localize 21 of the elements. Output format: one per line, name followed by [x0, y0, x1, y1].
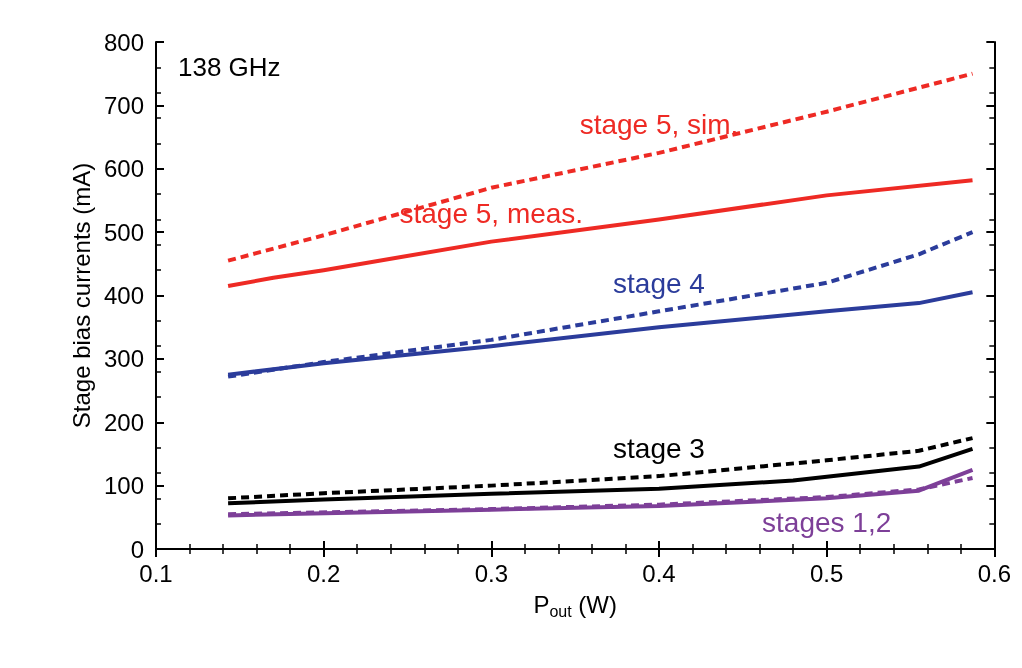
- series-label: stage 5, meas.: [399, 198, 584, 230]
- series-label: stage 4: [613, 267, 705, 299]
- x-tick-label: 0.6: [977, 559, 1012, 587]
- series-label: stages 1,2: [762, 506, 892, 538]
- y-tick-label: 300: [103, 345, 144, 373]
- y-tick-label: 200: [103, 408, 144, 436]
- x-tick-label: 0.4: [642, 559, 676, 587]
- y-axis-title: Stage bias currents (mA): [67, 162, 95, 429]
- x-tick-label: 0.3: [474, 559, 509, 587]
- line-series: [226, 436, 975, 501]
- y-tick-label: 800: [103, 28, 144, 56]
- y-tick-label: 100: [103, 472, 144, 500]
- y-tick-label: 600: [103, 155, 144, 183]
- series-label: stage 5, sim.: [579, 109, 739, 141]
- x-tick-label: 0.2: [306, 559, 341, 587]
- series-label: stage 3: [613, 432, 705, 464]
- x-tick-label: 0.5: [809, 559, 844, 587]
- y-tick-label: 400: [103, 282, 144, 309]
- y-tick-label: 500: [103, 218, 144, 246]
- y-tick-label: 700: [103, 91, 144, 119]
- annotation: 138 GHz: [178, 52, 281, 82]
